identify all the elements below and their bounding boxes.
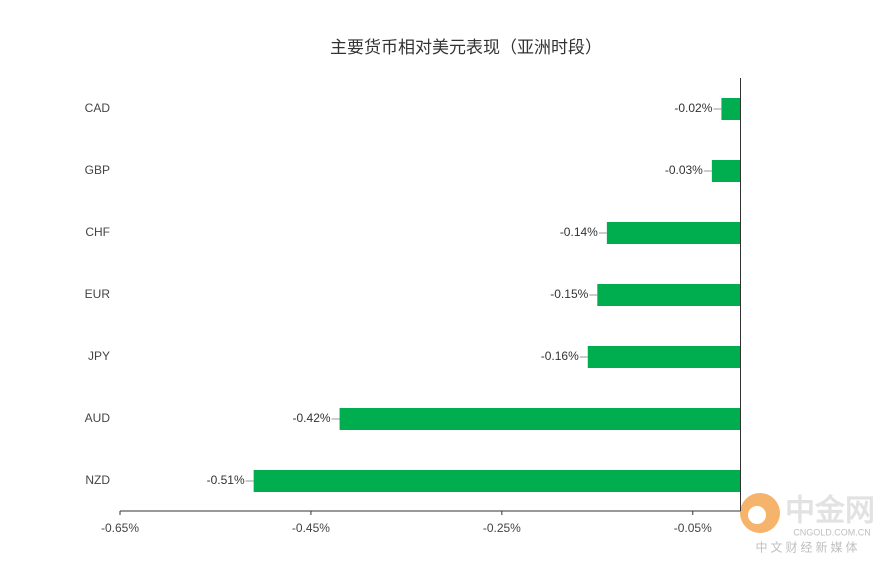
x-tick-label: -0.25%: [483, 521, 521, 535]
watermark: 中金网 CNGOLD.COM.CN 中文财经新媒体: [740, 493, 875, 555]
bar: [597, 284, 741, 306]
watermark-name: 中金网: [785, 494, 875, 529]
value-label: -0.02%: [674, 101, 712, 115]
bar: [606, 222, 741, 244]
y-tick-label: AUD: [85, 411, 111, 425]
y-tick-label: CHF: [85, 225, 110, 239]
value-label: -0.42%: [293, 411, 331, 425]
value-label: -0.51%: [207, 473, 245, 487]
x-tick-label: -0.65%: [101, 521, 139, 535]
bar: [711, 160, 741, 182]
value-label: -0.16%: [541, 349, 579, 363]
value-label: -0.15%: [550, 287, 588, 301]
y-tick-label: CAD: [85, 101, 111, 115]
y-tick-label: JPY: [88, 349, 110, 363]
watermark-domain: CNGOLD.COM.CN: [793, 527, 871, 537]
logo-icon-inner: [748, 506, 766, 524]
bar: [721, 98, 741, 120]
x-tick-label: -0.05%: [674, 521, 712, 535]
bar: [339, 408, 741, 430]
x-tick-label: -0.45%: [292, 521, 330, 535]
watermark-slogan: 中文财经新媒体: [755, 540, 860, 555]
bar: [587, 346, 741, 368]
chart-title: 主要货币相对美元表现（亚洲时段）: [330, 38, 602, 58]
value-label: -0.03%: [665, 163, 703, 177]
y-tick-label: EUR: [85, 287, 111, 301]
y-tick-label: GBP: [85, 163, 110, 177]
value-label: -0.14%: [560, 225, 598, 239]
y-tick-label: NZD: [85, 473, 110, 487]
bar: [253, 470, 741, 492]
